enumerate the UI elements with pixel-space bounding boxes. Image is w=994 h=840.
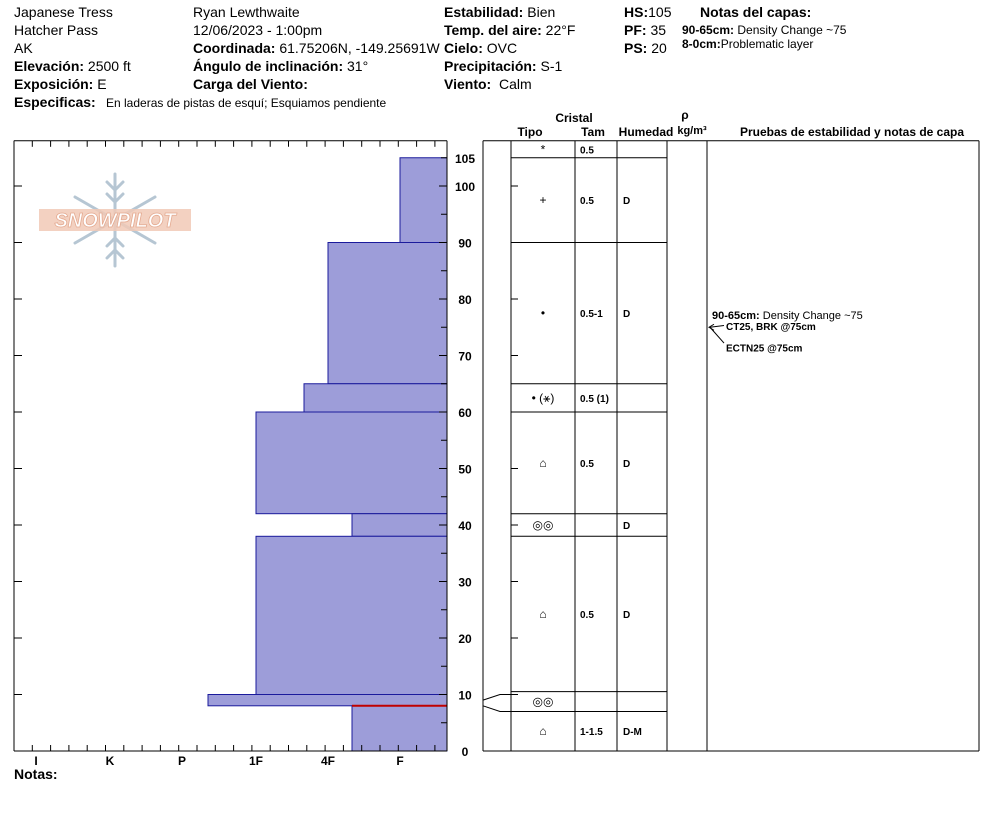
type-header: Tipo <box>517 125 542 139</box>
hardness-bar <box>256 536 447 694</box>
moisture-value: D <box>623 309 630 320</box>
grain-type-symbol: * <box>541 142 546 156</box>
test-note-text: Density Change ~75 <box>760 310 863 322</box>
moisture-value: D <box>623 196 630 207</box>
hardness-bar <box>256 412 447 514</box>
depth-label: 60 <box>458 406 472 420</box>
grain-size: 0.5-1 <box>580 309 603 320</box>
hardness-bar <box>328 243 447 384</box>
density-unit: kg/m³ <box>677 125 707 137</box>
grain-type-symbol: ◎◎ <box>533 518 554 532</box>
layer-connector <box>483 695 511 701</box>
snow-profile-chart: SNOWPILOT I K P 1F 4F F 0 10 20 30 40 50 60 70 80 90 100… <box>0 0 994 770</box>
layer-table: * 0.5 + 0.5 D • 0.5-1 D • (⚹) 0.5 (1) ⌂ 0.5 D ◎◎ D ⌂ 0.5… <box>483 141 979 751</box>
crystal-header: Cristal <box>555 111 592 125</box>
depth-label: 80 <box>458 293 472 307</box>
hardness-label: K <box>106 754 115 768</box>
moisture-header: Humedad <box>619 125 674 139</box>
grain-type-symbol: ⌂ <box>539 724 546 738</box>
layer-connector <box>483 706 511 712</box>
depth-label: 100 <box>455 180 475 194</box>
hardness-bar <box>352 514 447 537</box>
depth-label: 50 <box>458 463 472 477</box>
hardness-bar <box>352 706 447 751</box>
test-note-range: 90-65cm: <box>712 310 760 322</box>
grain-type-symbol: ⌂ <box>539 607 546 621</box>
notes-label: Notas: <box>14 766 58 782</box>
hardness-bar <box>400 158 447 243</box>
hardness-bar <box>304 384 447 412</box>
depth-label: 70 <box>458 350 472 364</box>
size-header: Tam <box>581 125 605 139</box>
grain-type-symbol: ⌂ <box>539 456 546 470</box>
hardness-label: 4F <box>321 754 335 768</box>
logo-text: SNOWPILOT <box>54 210 177 232</box>
moisture-value: D <box>623 459 630 470</box>
depth-label: 90 <box>458 237 472 251</box>
depth-label: 105 <box>455 152 475 166</box>
hardness-label: 1F <box>249 754 263 768</box>
moisture-value: D <box>623 521 630 532</box>
hardness-label: P <box>178 754 186 768</box>
grain-size: 0.5 <box>580 145 594 156</box>
tests-header: Pruebas de estabilidad y notas de capa <box>740 125 964 139</box>
grain-type-symbol: ◎◎ <box>533 695 554 709</box>
test-note: 90-65cm: Density Change ~75 <box>712 310 863 322</box>
depth-label: 20 <box>458 632 472 646</box>
grain-size: 0.5 <box>580 196 594 207</box>
depth-label: 0 <box>462 745 469 759</box>
depth-label: 30 <box>458 576 472 590</box>
test-result: ECTN25 @75cm <box>726 344 803 355</box>
moisture-value: D-M <box>623 727 642 738</box>
depth-label: 40 <box>458 519 472 533</box>
test-result: CT25, BRK @75cm <box>726 322 816 333</box>
snowpilot-logo: SNOWPILOT <box>39 174 191 266</box>
grain-type-symbol: • (⚹) <box>532 391 555 405</box>
grain-type-symbol: • <box>541 306 545 320</box>
hardness-profile <box>208 158 447 751</box>
hardness-bar <box>208 695 447 706</box>
grain-size: 0.5 (1) <box>580 394 609 405</box>
grain-type-symbol: + <box>539 193 546 207</box>
depth-label: 10 <box>458 689 472 703</box>
density-symbol: ρ <box>681 108 688 122</box>
grain-size: 0.5 <box>580 459 594 470</box>
moisture-value: D <box>623 610 630 621</box>
grain-size: 1-1.5 <box>580 727 603 738</box>
grain-size: 0.5 <box>580 610 594 621</box>
hardness-label: F <box>396 754 403 768</box>
